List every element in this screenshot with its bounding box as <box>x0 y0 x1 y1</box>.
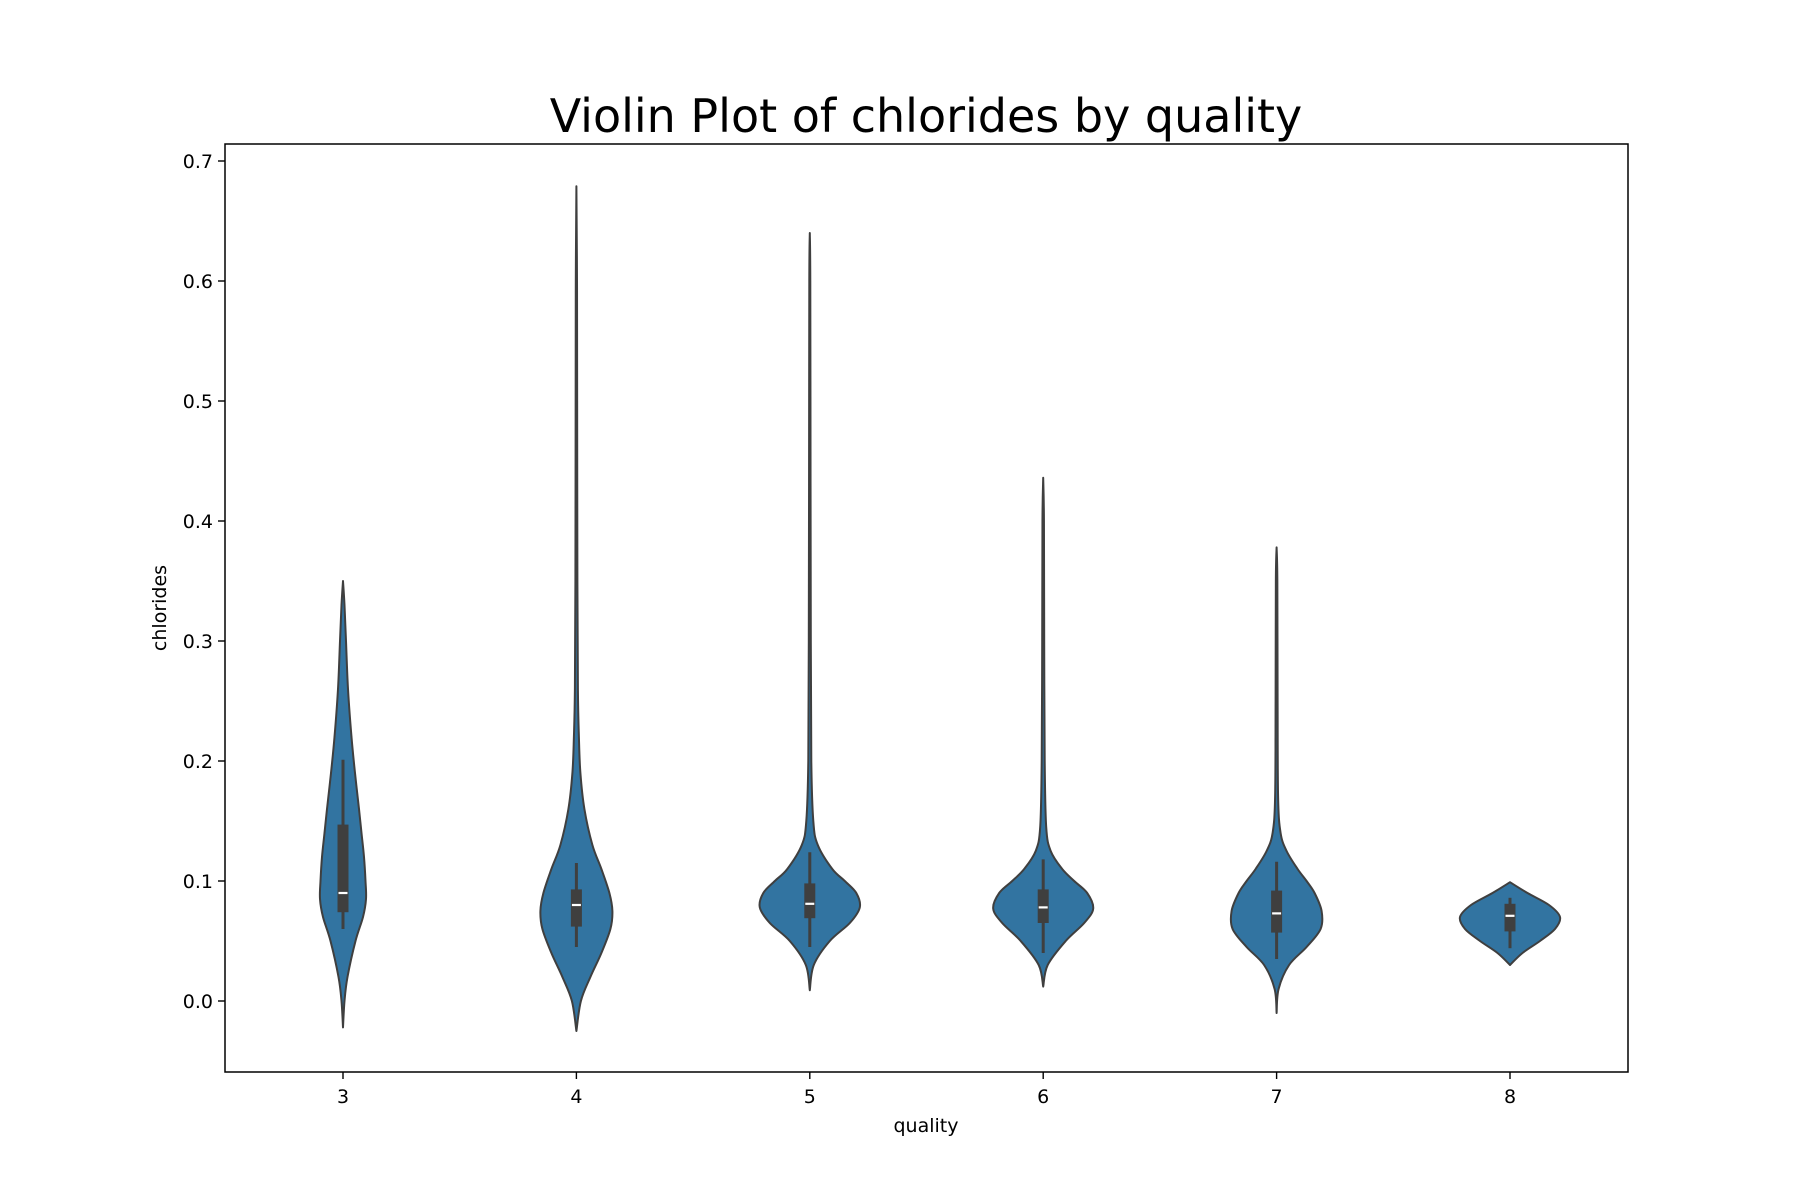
y-tick-label: 0.3 <box>183 631 213 653</box>
iqr-box-8 <box>1504 903 1516 932</box>
x-tick-label: 3 <box>337 1086 349 1108</box>
y-tick-label: 0.2 <box>183 751 213 773</box>
y-tick-label: 0.6 <box>183 271 213 293</box>
violin-5 <box>758 232 862 992</box>
x-tick-label: 6 <box>1037 1086 1049 1108</box>
iqr-box-4 <box>570 889 582 927</box>
x-axis-label: quality <box>894 1115 959 1137</box>
y-tick-label: 0.4 <box>183 511 213 533</box>
x-axis: 3 4 5 6 7 8 <box>337 1072 1516 1108</box>
y-axis: 0.0 0.1 0.2 0.3 0.4 0.5 0.6 0.7 <box>183 151 225 1013</box>
chart-title: Violin Plot of chlorides by quality <box>550 89 1303 143</box>
y-tick-label: 0.7 <box>183 151 213 173</box>
y-tick-label: 0.5 <box>183 391 213 413</box>
x-tick-label: 5 <box>804 1086 816 1108</box>
iqr-box-3 <box>337 824 349 913</box>
iqr-box-5 <box>804 883 816 919</box>
violin-4 <box>539 185 614 1032</box>
x-tick-label: 7 <box>1271 1086 1283 1108</box>
y-axis-label: chlorides <box>149 565 171 651</box>
plot-area-frame <box>224 143 1629 1073</box>
x-tick-label: 8 <box>1504 1086 1516 1108</box>
y-tick-label: 0.0 <box>183 991 213 1013</box>
boxes-layer <box>337 759 1516 959</box>
x-tick-label: 4 <box>570 1086 582 1108</box>
iqr-box-7 <box>1271 890 1283 933</box>
violin-7 <box>1229 546 1324 1014</box>
violin-6 <box>992 476 1095 988</box>
y-tick-label: 0.1 <box>183 871 213 893</box>
violins-layer <box>318 185 1562 1032</box>
iqr-box-6 <box>1037 889 1049 923</box>
